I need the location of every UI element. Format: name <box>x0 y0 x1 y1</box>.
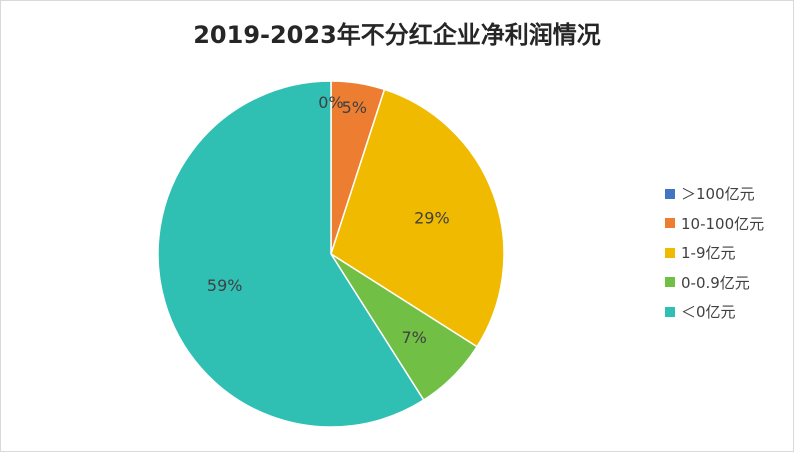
legend-label-0: ＞100亿元 <box>681 185 755 204</box>
legend-item-0: ＞100亿元 <box>665 179 764 209</box>
legend-swatch-2 <box>665 247 675 258</box>
legend-label-1: 10-100亿元 <box>681 214 765 233</box>
pie-slice-4 <box>157 80 425 428</box>
data-label-4: 59% <box>207 276 243 295</box>
legend-item-2: 1-9亿元 <box>665 238 764 268</box>
legend-item-1: 10-100亿元 <box>665 209 764 239</box>
data-label-1: 5% <box>342 98 367 117</box>
legend-swatch-3 <box>665 277 675 288</box>
legend-swatch-4 <box>665 306 675 317</box>
chart-legend: ＞100亿元 10-100亿元 1-9亿元 0-0.9亿元 ＜0亿元 <box>665 179 764 327</box>
legend-label-4: ＜0亿元 <box>681 303 736 322</box>
legend-item-4: ＜0亿元 <box>665 297 764 327</box>
pie-slice-2 <box>330 88 505 348</box>
chart-title: 2019-2023年不分红企业净利润情况 <box>193 21 601 49</box>
legend-swatch-0 <box>665 188 675 199</box>
data-label-3: 7% <box>401 328 426 347</box>
data-label-0: 0% <box>318 93 343 112</box>
legend-label-2: 1-9亿元 <box>681 244 736 263</box>
legend-label-3: 0-0.9亿元 <box>681 273 750 292</box>
legend-swatch-1 <box>665 218 675 229</box>
legend-item-3: 0-0.9亿元 <box>665 268 764 298</box>
data-label-2: 29% <box>414 209 450 228</box>
